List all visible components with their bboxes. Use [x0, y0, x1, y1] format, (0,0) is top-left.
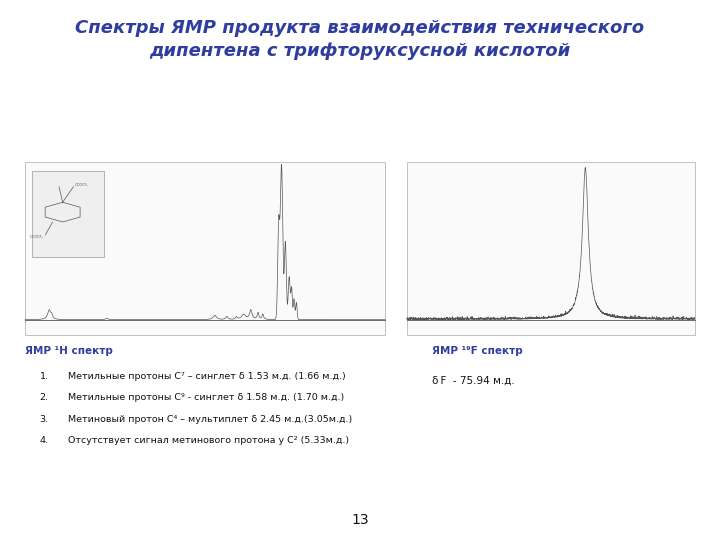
Text: 13: 13	[351, 512, 369, 526]
Text: δ F  - 75.94 м.д.: δ F - 75.94 м.д.	[432, 375, 515, 386]
Text: Спектры ЯМР продукта взаимодействия технического
дипентена с трифторуксусной кис: Спектры ЯМР продукта взаимодействия техн…	[76, 19, 644, 60]
Text: Метиновый протон C⁴ – мультиплет δ 2.45 м.д.(3.05м.д.): Метиновый протон C⁴ – мультиплет δ 2.45 …	[68, 415, 353, 424]
Text: Метильные протоны C⁹ - синглет δ 1.58 м.д. (1.70 м.д.): Метильные протоны C⁹ - синглет δ 1.58 м.…	[68, 393, 345, 402]
Text: 3.: 3.	[40, 415, 49, 424]
Bar	[32, 171, 104, 257]
Text: ЯМР ¹H спектр: ЯМР ¹H спектр	[25, 346, 113, 356]
Text: Отсутствует сигнал метинового протона у C² (5.33м.д.): Отсутствует сигнал метинового протона у …	[68, 436, 349, 446]
Text: 4.: 4.	[40, 436, 49, 446]
Text: 2.: 2.	[40, 393, 49, 402]
Text: ЯМР ¹⁹F спектр: ЯМР ¹⁹F спектр	[432, 346, 523, 356]
Text: Метильные протоны C⁷ – синглет δ 1.53 м.д. (1.66 м.д.): Метильные протоны C⁷ – синглет δ 1.53 м.…	[68, 372, 346, 381]
Text: 1.: 1.	[40, 372, 49, 381]
Bar	[25, 162, 385, 335]
Text: OCOCF₃: OCOCF₃	[30, 235, 44, 239]
Text: OCOCF₃: OCOCF₃	[75, 183, 89, 187]
Bar	[407, 162, 695, 335]
